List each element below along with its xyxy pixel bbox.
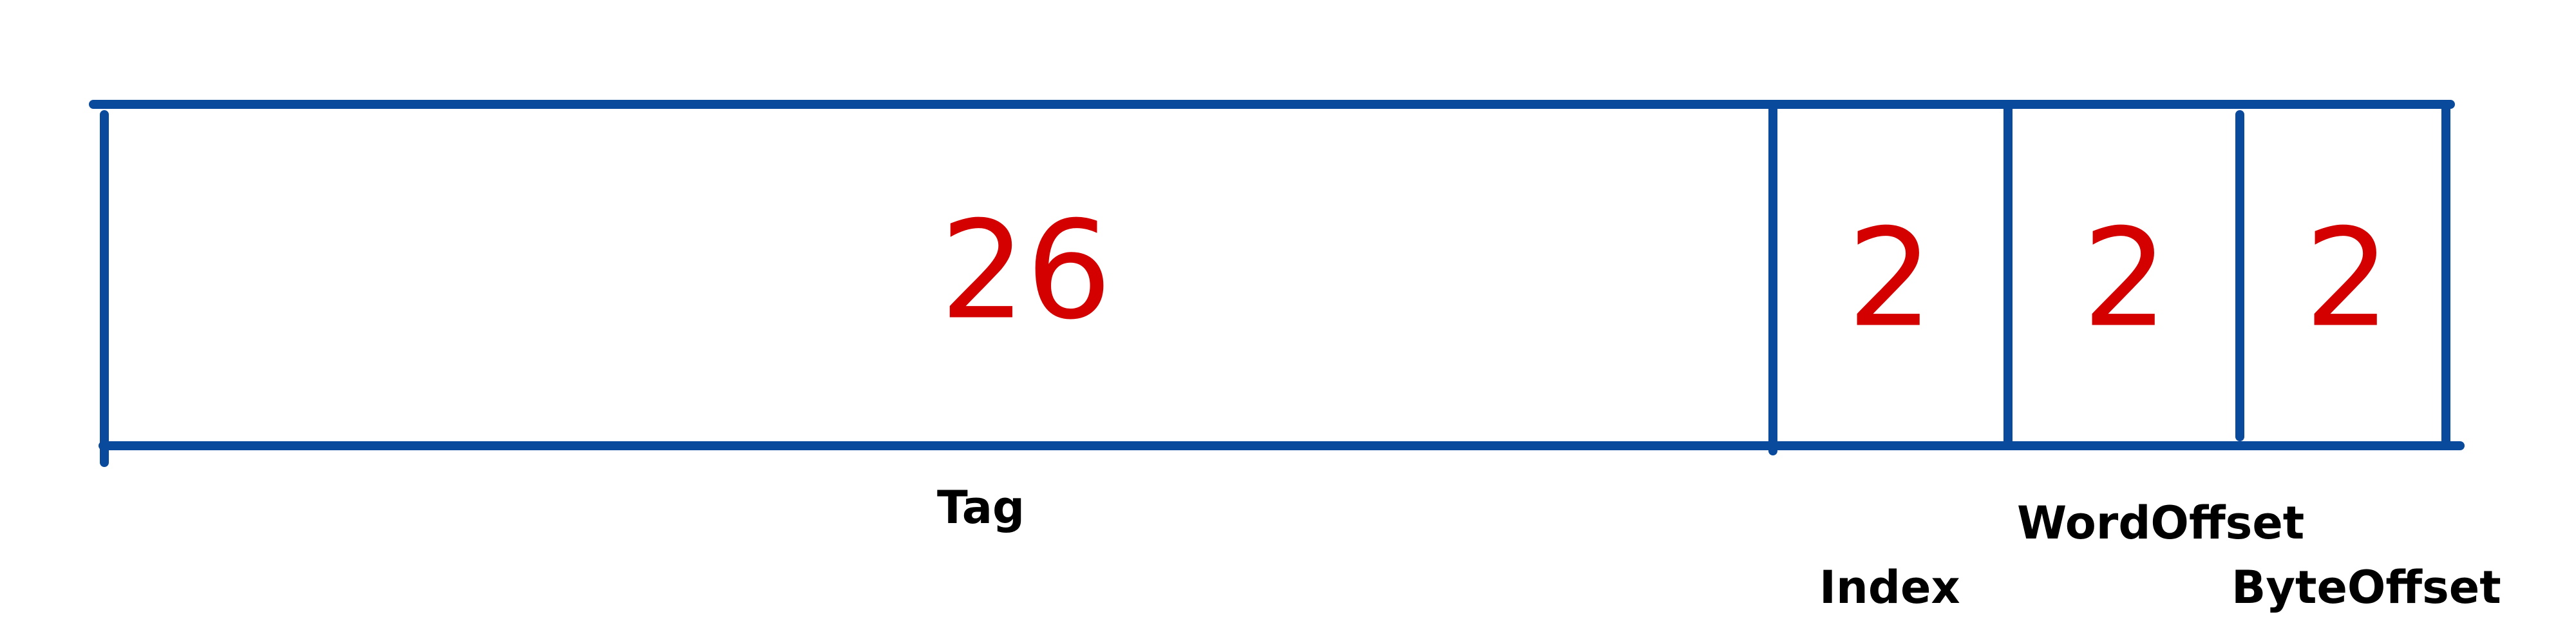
byte-offset-label: ByteOffset <box>2231 561 2501 614</box>
tag-label: Tag <box>937 481 1025 534</box>
index-label: Index <box>1819 561 1960 614</box>
byte-offset-bit-count: 2 <box>2304 200 2391 358</box>
word-offset-label: WordOffset <box>2017 497 2304 549</box>
tag-bit-count: 26 <box>940 192 1112 350</box>
index-bit-count: 2 <box>1847 200 1933 358</box>
word-offset-bit-count: 2 <box>2082 200 2168 358</box>
